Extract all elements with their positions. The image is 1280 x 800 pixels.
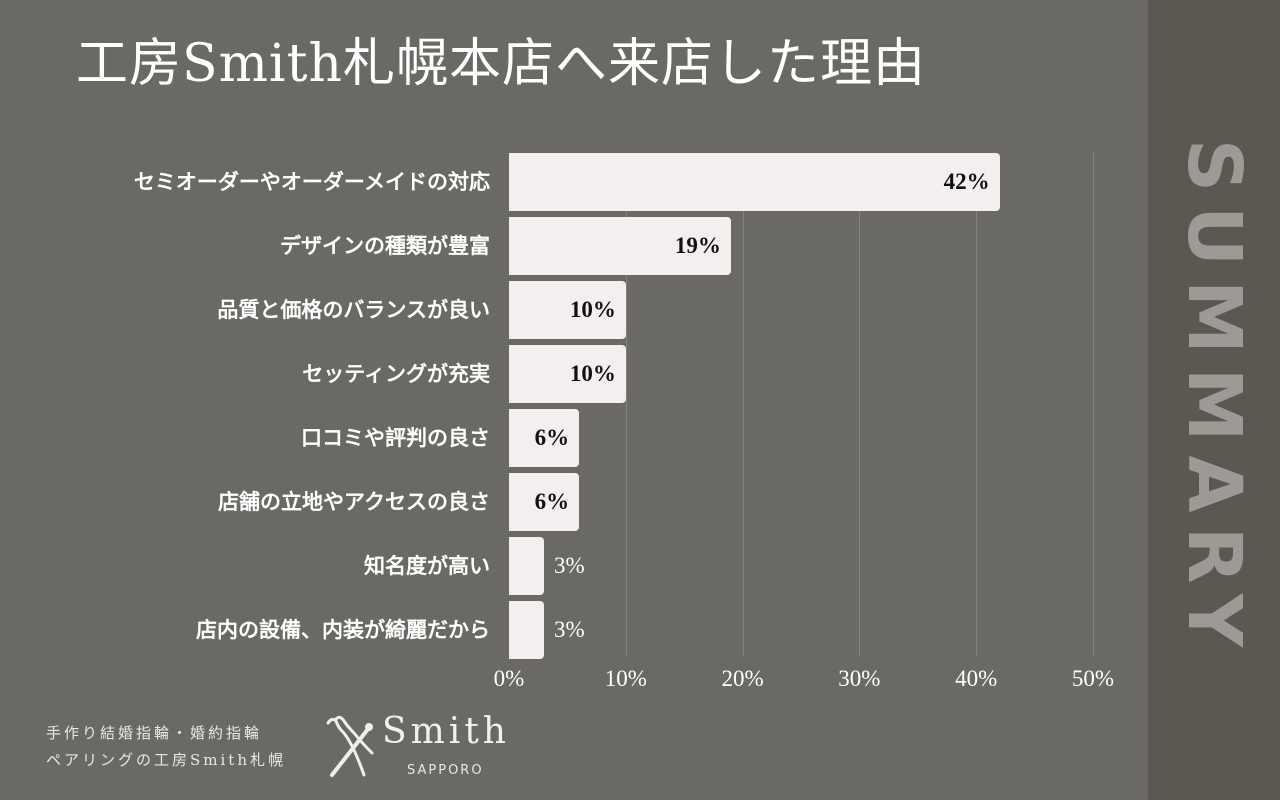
gridline (976, 153, 978, 656)
gridline (1093, 153, 1094, 656)
bar-row: 品質と価格のバランスが良い 10% (0, 281, 1148, 339)
bar (509, 537, 545, 595)
summary-sidebar: SUMMARY (1148, 0, 1280, 800)
gridline (859, 153, 861, 656)
category-label: セミオーダーやオーダーメイドの対応 (133, 169, 490, 194)
value-label: 19% (674, 233, 721, 258)
bar-row: 店内の設備、内装が綺麗だから 3% (0, 601, 1148, 659)
bar-row: デザインの種類が豊富 19% (0, 217, 1148, 275)
logo-subtitle: SAPPORO (407, 763, 484, 778)
logo-name: Smith (382, 711, 510, 752)
category-label: 知名度が高い (364, 553, 490, 578)
bar-row: セッティングが充実 10% (0, 345, 1148, 403)
footer-line-1: 手作り結婚指輪・婚約指輪 (46, 724, 263, 742)
bar (509, 345, 626, 403)
value-label: 10% (569, 361, 616, 386)
bar-row: セミオーダーやオーダーメイドの対応 42% (0, 153, 1148, 211)
tools-icon (326, 715, 374, 777)
x-tick-label: 50% (1071, 666, 1115, 691)
footer-line-2: ペアリングの工房Smith札幌 (46, 751, 286, 769)
bar (509, 473, 580, 531)
bar-chart: セミオーダーやオーダーメイドの対応 42% デザインの種類が豊富 19% 品質と価格のバ… (0, 153, 1148, 691)
value-label: 3% (554, 553, 585, 578)
value-label: 42% (943, 169, 990, 194)
category-label: セッティングが充実 (302, 361, 490, 386)
bar (509, 601, 545, 659)
category-label: 店内の設備、内装が綺麗だから (196, 617, 490, 642)
value-label: 10% (569, 297, 616, 322)
bar-row: 知名度が高い 3% (0, 537, 1148, 595)
bar-row: 口コミや評判の良さ 6% (0, 409, 1148, 467)
bar (509, 281, 626, 339)
footer-tagline: 手作り結婚指輪・婚約指輪 ペアリングの工房Smith札幌 (46, 720, 286, 774)
bar (509, 217, 731, 275)
value-label: 3% (554, 617, 585, 642)
bar (509, 153, 1000, 211)
x-tick-label: 20% (721, 666, 764, 691)
gridline (625, 153, 627, 656)
x-tick-label: 40% (955, 666, 998, 691)
x-tick-label: 10% (604, 666, 647, 691)
category-label: 口コミや評判の良さ (301, 425, 490, 450)
summary-label: SUMMARY (1171, 138, 1257, 662)
smith-logo: Smith SAPPORO (322, 711, 522, 783)
page-title: 工房Smith札幌本店へ来店した理由 (76, 34, 926, 94)
category-label: 品質と価格のバランスが良い (217, 297, 490, 322)
x-tick-label: 30% (838, 666, 881, 691)
category-label: 店舗の立地やアクセスの良さ (218, 489, 490, 514)
value-label: 6% (534, 425, 570, 450)
x-tick-label: 0% (493, 666, 525, 691)
category-label: デザインの種類が豊富 (280, 233, 490, 258)
bar (509, 409, 580, 467)
gridline (742, 153, 744, 656)
value-label: 6% (534, 489, 570, 514)
bar-row: 店舗の立地やアクセスの良さ 6% (0, 473, 1148, 531)
